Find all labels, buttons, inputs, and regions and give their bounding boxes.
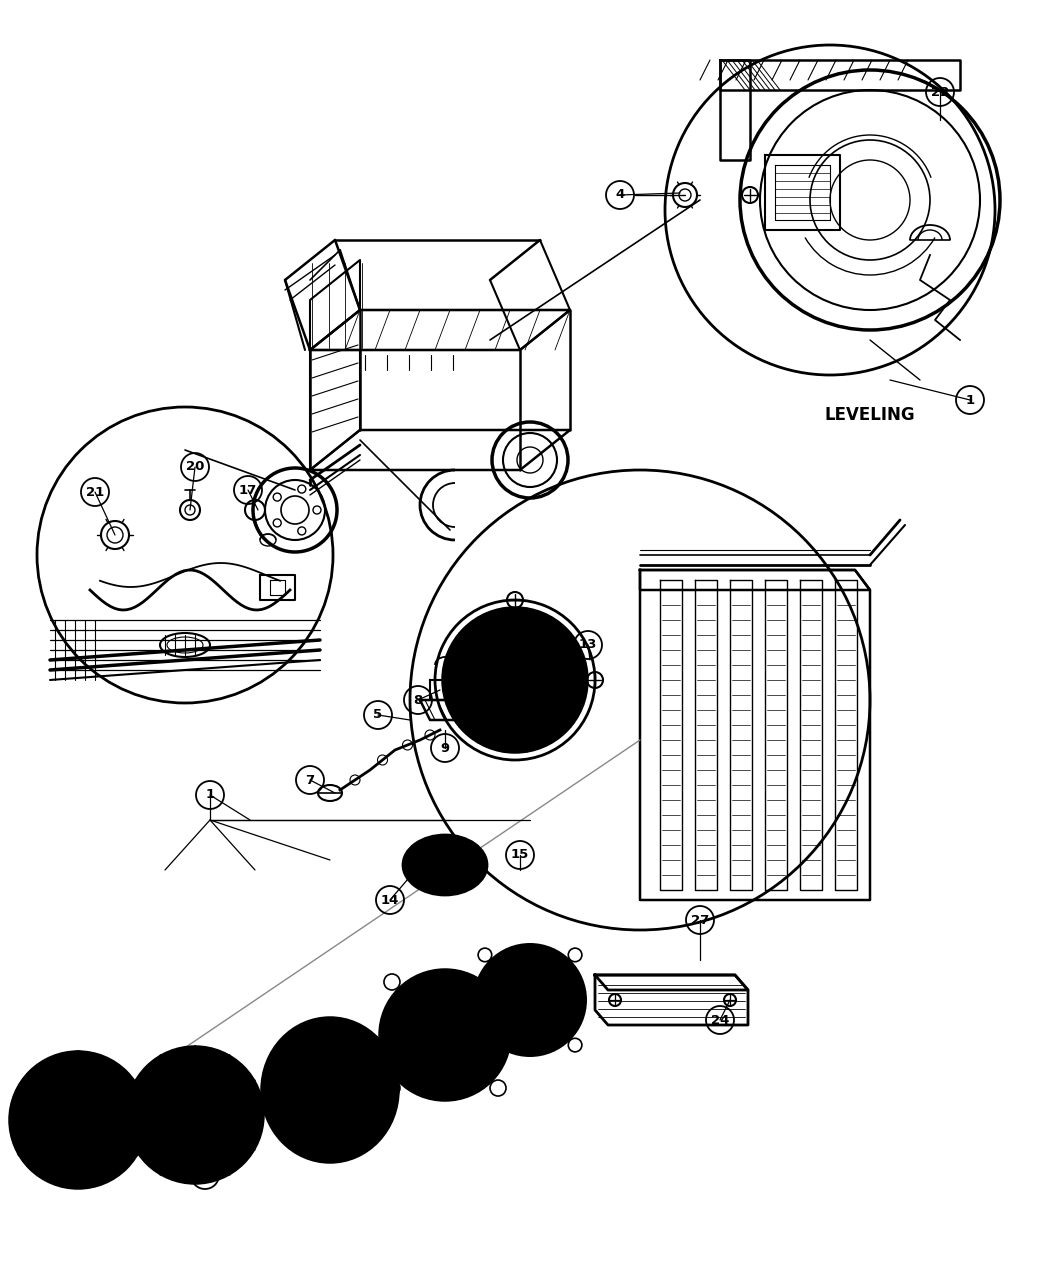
Circle shape: [475, 945, 585, 1056]
Text: 15: 15: [511, 848, 529, 862]
Text: 14: 14: [381, 894, 399, 907]
Text: 29: 29: [359, 1076, 377, 1089]
Circle shape: [443, 608, 587, 752]
Ellipse shape: [403, 835, 487, 895]
Text: 26: 26: [459, 1025, 477, 1039]
Text: 17: 17: [239, 483, 257, 496]
Text: 21: 21: [86, 486, 104, 499]
Text: 9: 9: [440, 742, 449, 755]
Text: 1: 1: [206, 788, 214, 802]
Text: 20: 20: [186, 460, 204, 473]
Text: 7: 7: [306, 774, 315, 787]
Text: 22: 22: [931, 85, 949, 98]
Text: 5: 5: [374, 709, 382, 722]
Text: 24: 24: [711, 1014, 729, 1026]
Circle shape: [10, 1052, 146, 1188]
Text: 10: 10: [481, 652, 499, 664]
Text: 13: 13: [579, 639, 597, 652]
Text: 25: 25: [496, 972, 514, 984]
Text: 3: 3: [201, 1168, 210, 1182]
Text: 12: 12: [526, 668, 544, 682]
Text: 1: 1: [965, 394, 974, 407]
Text: 2: 2: [63, 1141, 72, 1154]
Ellipse shape: [262, 1017, 398, 1162]
Text: LEVELING: LEVELING: [824, 405, 916, 425]
Text: 8: 8: [414, 694, 422, 706]
Text: 4: 4: [615, 189, 625, 201]
Circle shape: [380, 970, 510, 1100]
Text: 27: 27: [691, 913, 709, 927]
Circle shape: [127, 1047, 262, 1183]
